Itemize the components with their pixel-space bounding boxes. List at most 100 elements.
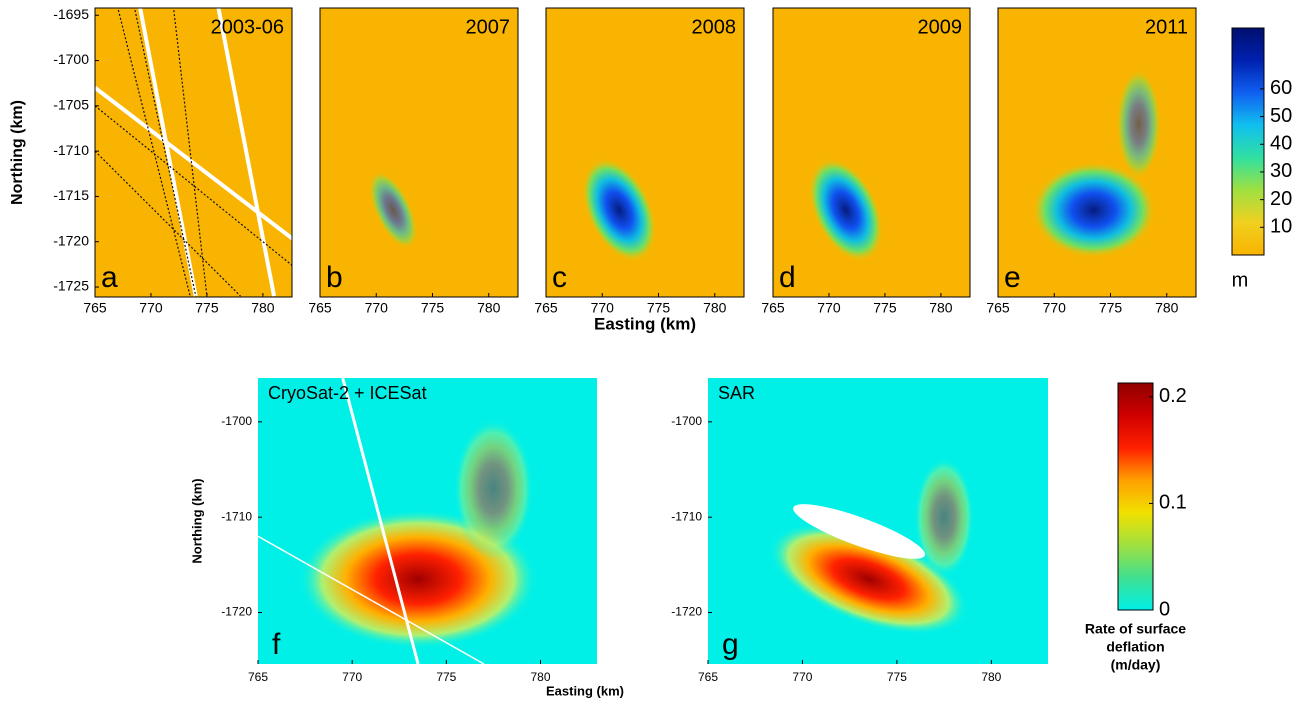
x-tick-label: 765: [83, 300, 107, 316]
colorbar-tick-label: 10: [1270, 216, 1292, 238]
x-tick-label: 770: [365, 300, 389, 316]
colorbar-label: (m/day): [1111, 657, 1161, 673]
frame: [997, 7, 1197, 298]
frame: [94, 7, 293, 298]
panel: [258, 378, 597, 664]
y-axis-label: Northing (km): [9, 100, 26, 205]
track: [133, 8, 197, 297]
x-tick-label: 770: [817, 300, 841, 316]
anomaly: [808, 158, 883, 262]
anomaly: [369, 171, 418, 249]
panel: [773, 8, 970, 297]
x-tick-label: 780: [251, 300, 275, 316]
colorbar-label: m: [1232, 269, 1249, 291]
x-tick-label: 770: [591, 300, 615, 316]
track: [95, 105, 292, 267]
panel-letter: b: [326, 261, 343, 294]
y-tick-label: -1700: [53, 51, 89, 67]
panel-letter: g: [722, 628, 739, 661]
x-tick-label: 765: [308, 300, 332, 316]
x-tick-label: 780: [530, 670, 550, 684]
y-tick-label: -1720: [53, 232, 89, 248]
y-tick-label: -1695: [53, 6, 89, 22]
y-tick-label: -1700: [221, 414, 252, 428]
track: [138, 8, 198, 297]
y-axis-label: Northing (km): [189, 478, 204, 563]
panel-letter: d: [779, 261, 796, 294]
x-tick-label: 780: [981, 670, 1001, 684]
x-tick-label: 770: [139, 300, 163, 316]
x-tick-label: 780: [1155, 300, 1179, 316]
panel-letter: e: [1004, 261, 1021, 294]
panel-title: 2009: [918, 16, 963, 38]
x-tick-label: 775: [1099, 300, 1123, 316]
colorbar-tick-label: 50: [1270, 105, 1292, 127]
x-tick-label: 775: [647, 300, 671, 316]
x-tick-label: 770: [1043, 300, 1067, 316]
panel-letter: f: [272, 628, 281, 661]
colorbar-tick-label: 0.2: [1159, 385, 1187, 407]
panel: [320, 8, 518, 297]
y-tick-label: -1700: [671, 414, 702, 428]
colorbar-tick-label: 0: [1159, 598, 1170, 620]
colorbar-label: Rate of surface: [1085, 621, 1186, 637]
track: [95, 86, 292, 241]
panel-title: SAR: [718, 383, 755, 403]
panel: [998, 8, 1196, 297]
panel-title: 2011: [1145, 16, 1188, 38]
panel: [708, 378, 1048, 664]
track: [216, 8, 277, 297]
y-tick-label: -1710: [671, 509, 702, 523]
panel-letter: a: [101, 261, 118, 294]
field: [320, 8, 518, 297]
y-tick-label: -1710: [221, 509, 252, 523]
panel-title: CryoSat-2 + ICESat: [268, 383, 427, 403]
anomaly: [453, 418, 534, 559]
y-tick-label: -1715: [53, 187, 89, 203]
x-tick-label: 775: [421, 300, 445, 316]
x-tick-label: 765: [248, 670, 268, 684]
y-tick-label: -1720: [221, 605, 252, 619]
x-tick-label: 775: [873, 300, 897, 316]
x-tick-label: 780: [703, 300, 727, 316]
panel-title: 2003-06: [211, 16, 284, 38]
x-axis-label: Easting (km): [594, 314, 696, 333]
y-tick-label: -1705: [53, 97, 89, 113]
x-tick-label: 775: [195, 300, 219, 316]
anomaly: [768, 523, 969, 635]
panel: [95, 8, 292, 297]
x-tick-label: 765: [698, 670, 718, 684]
colorbar-tick-label: 40: [1270, 133, 1292, 155]
panel: [546, 8, 744, 297]
anomaly: [581, 158, 657, 262]
colorbar-label: deflation: [1106, 639, 1164, 655]
track: [258, 535, 485, 664]
x-tick-label: 765: [761, 300, 785, 316]
colorbar: [1231, 27, 1265, 256]
y-tick-label: -1725: [53, 278, 89, 294]
track: [117, 8, 191, 297]
colorbar-tick-label: 20: [1270, 188, 1292, 210]
x-tick-label: 775: [887, 670, 907, 684]
anomaly: [914, 457, 975, 578]
frame: [772, 7, 971, 298]
field: [95, 8, 292, 297]
colorbar: [1117, 382, 1154, 611]
x-tick-label: 775: [436, 670, 456, 684]
track: [172, 8, 208, 297]
panel-title: 2007: [466, 16, 511, 38]
x-tick-label: 770: [342, 670, 362, 684]
x-tick-label: 770: [792, 670, 812, 684]
anomaly: [1031, 162, 1156, 259]
x-tick-label: 780: [477, 300, 501, 316]
x-tick-label: 780: [929, 300, 953, 316]
colorbar-tick-label: 0.1: [1159, 492, 1187, 514]
x-tick-label: 765: [534, 300, 558, 316]
y-tick-label: -1710: [53, 142, 89, 158]
colorbar-tick-label: 60: [1270, 77, 1292, 99]
x-tick-label: 765: [986, 300, 1010, 316]
colorbar-tick-label: 30: [1270, 160, 1292, 182]
frame: [545, 7, 745, 298]
